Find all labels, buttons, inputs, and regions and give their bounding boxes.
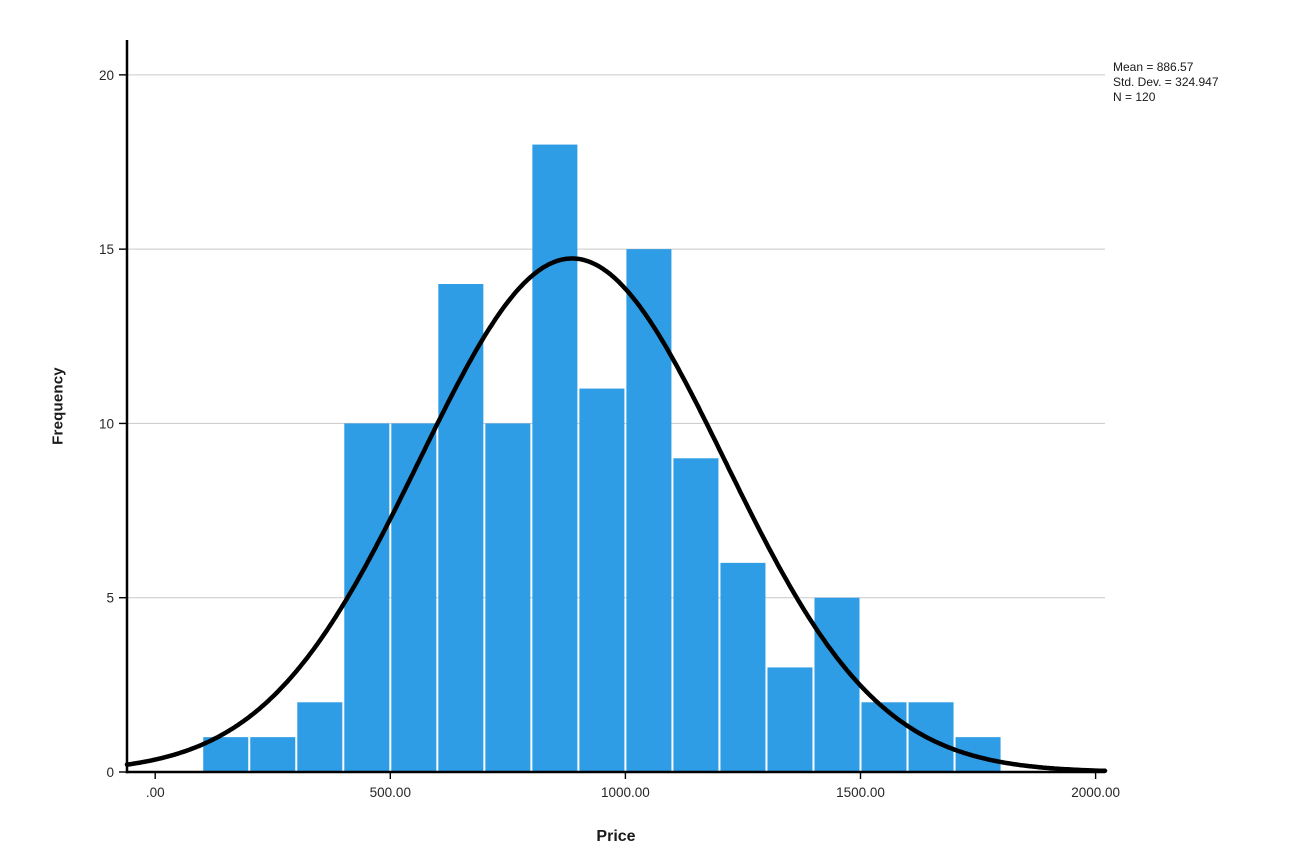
- histogram-bar: [767, 667, 813, 772]
- histogram-bar: [485, 423, 531, 772]
- y-tick-label: 10: [99, 416, 114, 431]
- x-axis-title: Price: [596, 828, 636, 845]
- y-tick-label: 0: [106, 765, 114, 780]
- stat-n: N = 120: [1113, 90, 1156, 104]
- stats-annotation: Mean = 886.57 Std. Dev. = 324.947 N = 12…: [1113, 60, 1219, 105]
- y-tick-label: 15: [99, 242, 114, 257]
- histogram-bar: [579, 388, 625, 772]
- x-tick-label: 500.00: [370, 785, 411, 800]
- normal-curve: [124, 256, 1108, 774]
- y-tick-label: 5: [106, 591, 114, 606]
- histogram-bar: [532, 144, 578, 773]
- histogram-bar: [297, 702, 343, 772]
- stat-mean: Mean = 886.57: [1113, 60, 1194, 74]
- y-tick-label: 20: [99, 68, 114, 83]
- x-tick-label: 1500.00: [836, 785, 885, 800]
- histogram-bar: [438, 284, 484, 772]
- histogram-bar: [673, 458, 719, 772]
- histogram-bar: [250, 737, 296, 772]
- stat-std-dev: Std. Dev. = 324.947: [1113, 75, 1219, 89]
- histogram-bar: [861, 702, 907, 772]
- x-tick-label: 2000.00: [1071, 785, 1120, 800]
- histogram-bar: [626, 249, 672, 773]
- y-axis-title: Frequency: [49, 367, 67, 445]
- histogram-bar: [391, 423, 437, 772]
- x-tick-label: .00: [146, 785, 165, 800]
- histogram-bar: [720, 562, 766, 772]
- histogram-bar: [344, 423, 390, 772]
- histogram-bar: [814, 597, 860, 772]
- x-tick-label: 1000.00: [601, 785, 650, 800]
